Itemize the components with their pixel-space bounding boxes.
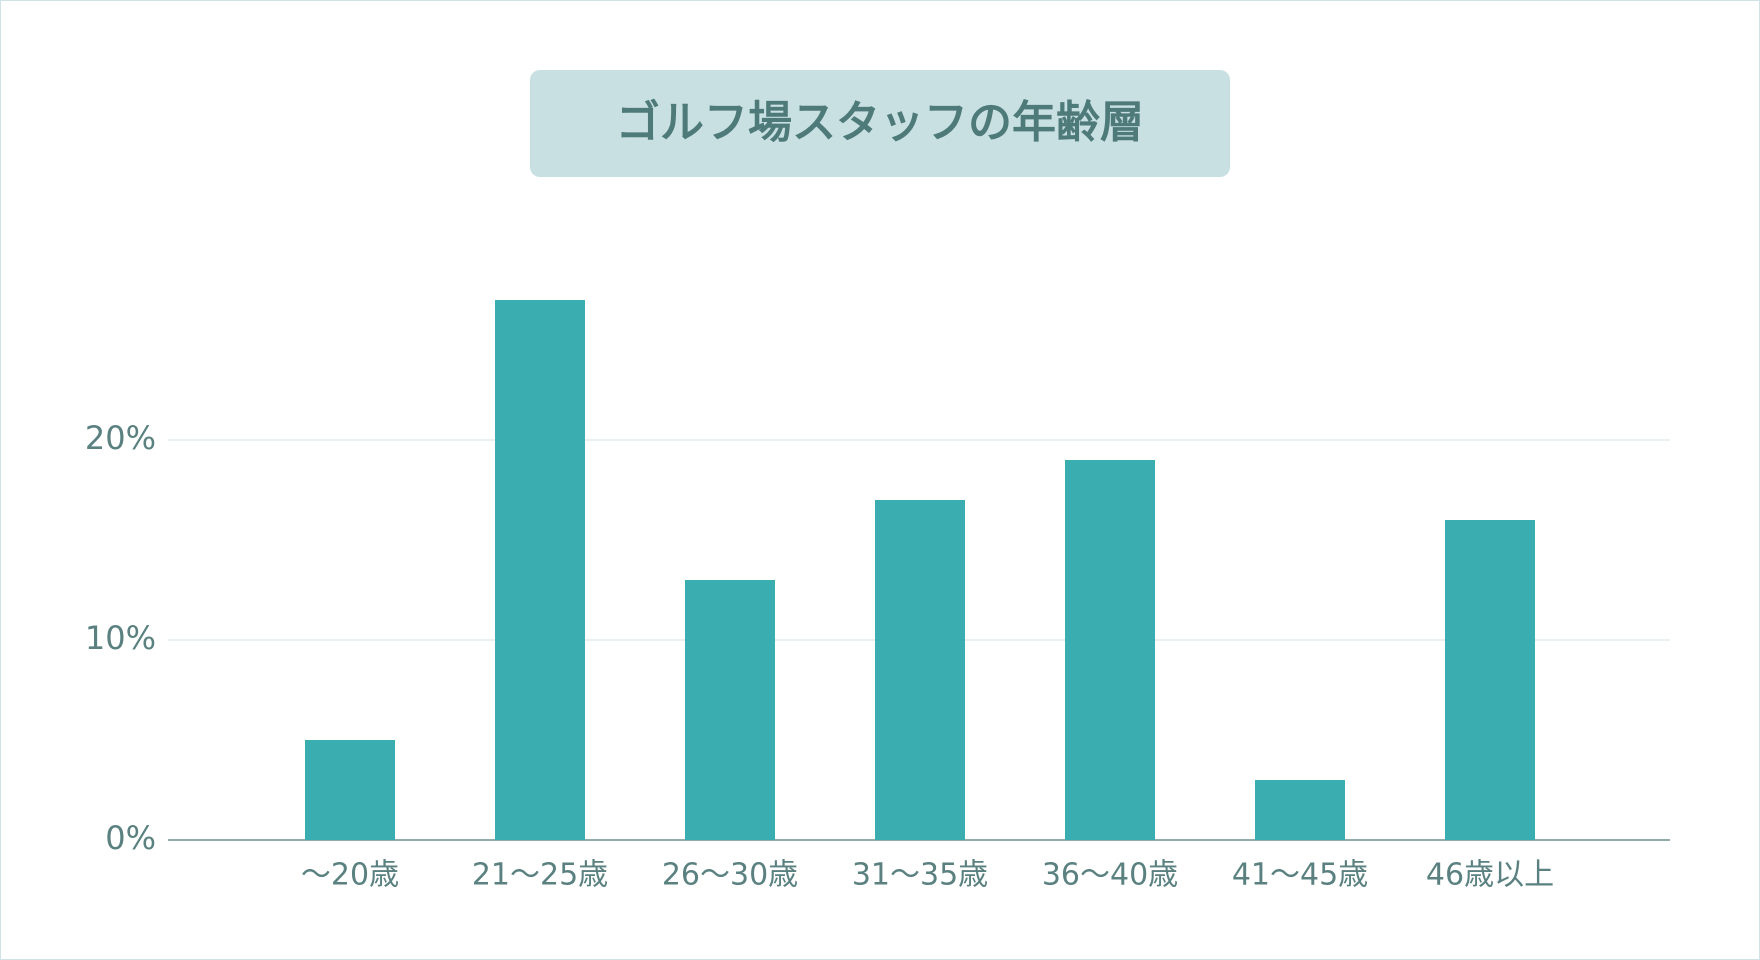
x-tick-label: 21〜25歳 — [472, 858, 608, 893]
x-tick-label: 26〜30歳 — [662, 858, 798, 893]
x-tick-label: 〜20歳 — [301, 858, 399, 893]
x-tick-label: 36〜40歳 — [1042, 858, 1178, 893]
y-tick-label: 10% — [85, 619, 156, 657]
bar — [1255, 780, 1345, 840]
x-tick-label: 31〜35歳 — [852, 858, 988, 893]
bar — [1065, 460, 1155, 840]
bar — [495, 300, 585, 840]
y-tick-label: 0% — [105, 819, 156, 857]
x-tick-label: 46歳以上 — [1426, 858, 1554, 893]
bar — [685, 580, 775, 840]
bar — [875, 500, 965, 840]
bar — [305, 740, 395, 840]
y-tick-label: 20% — [85, 419, 156, 457]
chart-title: ゴルフ場スタッフの年齢層 — [616, 97, 1144, 148]
x-tick-label: 41〜45歳 — [1232, 858, 1368, 893]
title-box — [530, 70, 1230, 177]
bar — [1445, 520, 1535, 840]
